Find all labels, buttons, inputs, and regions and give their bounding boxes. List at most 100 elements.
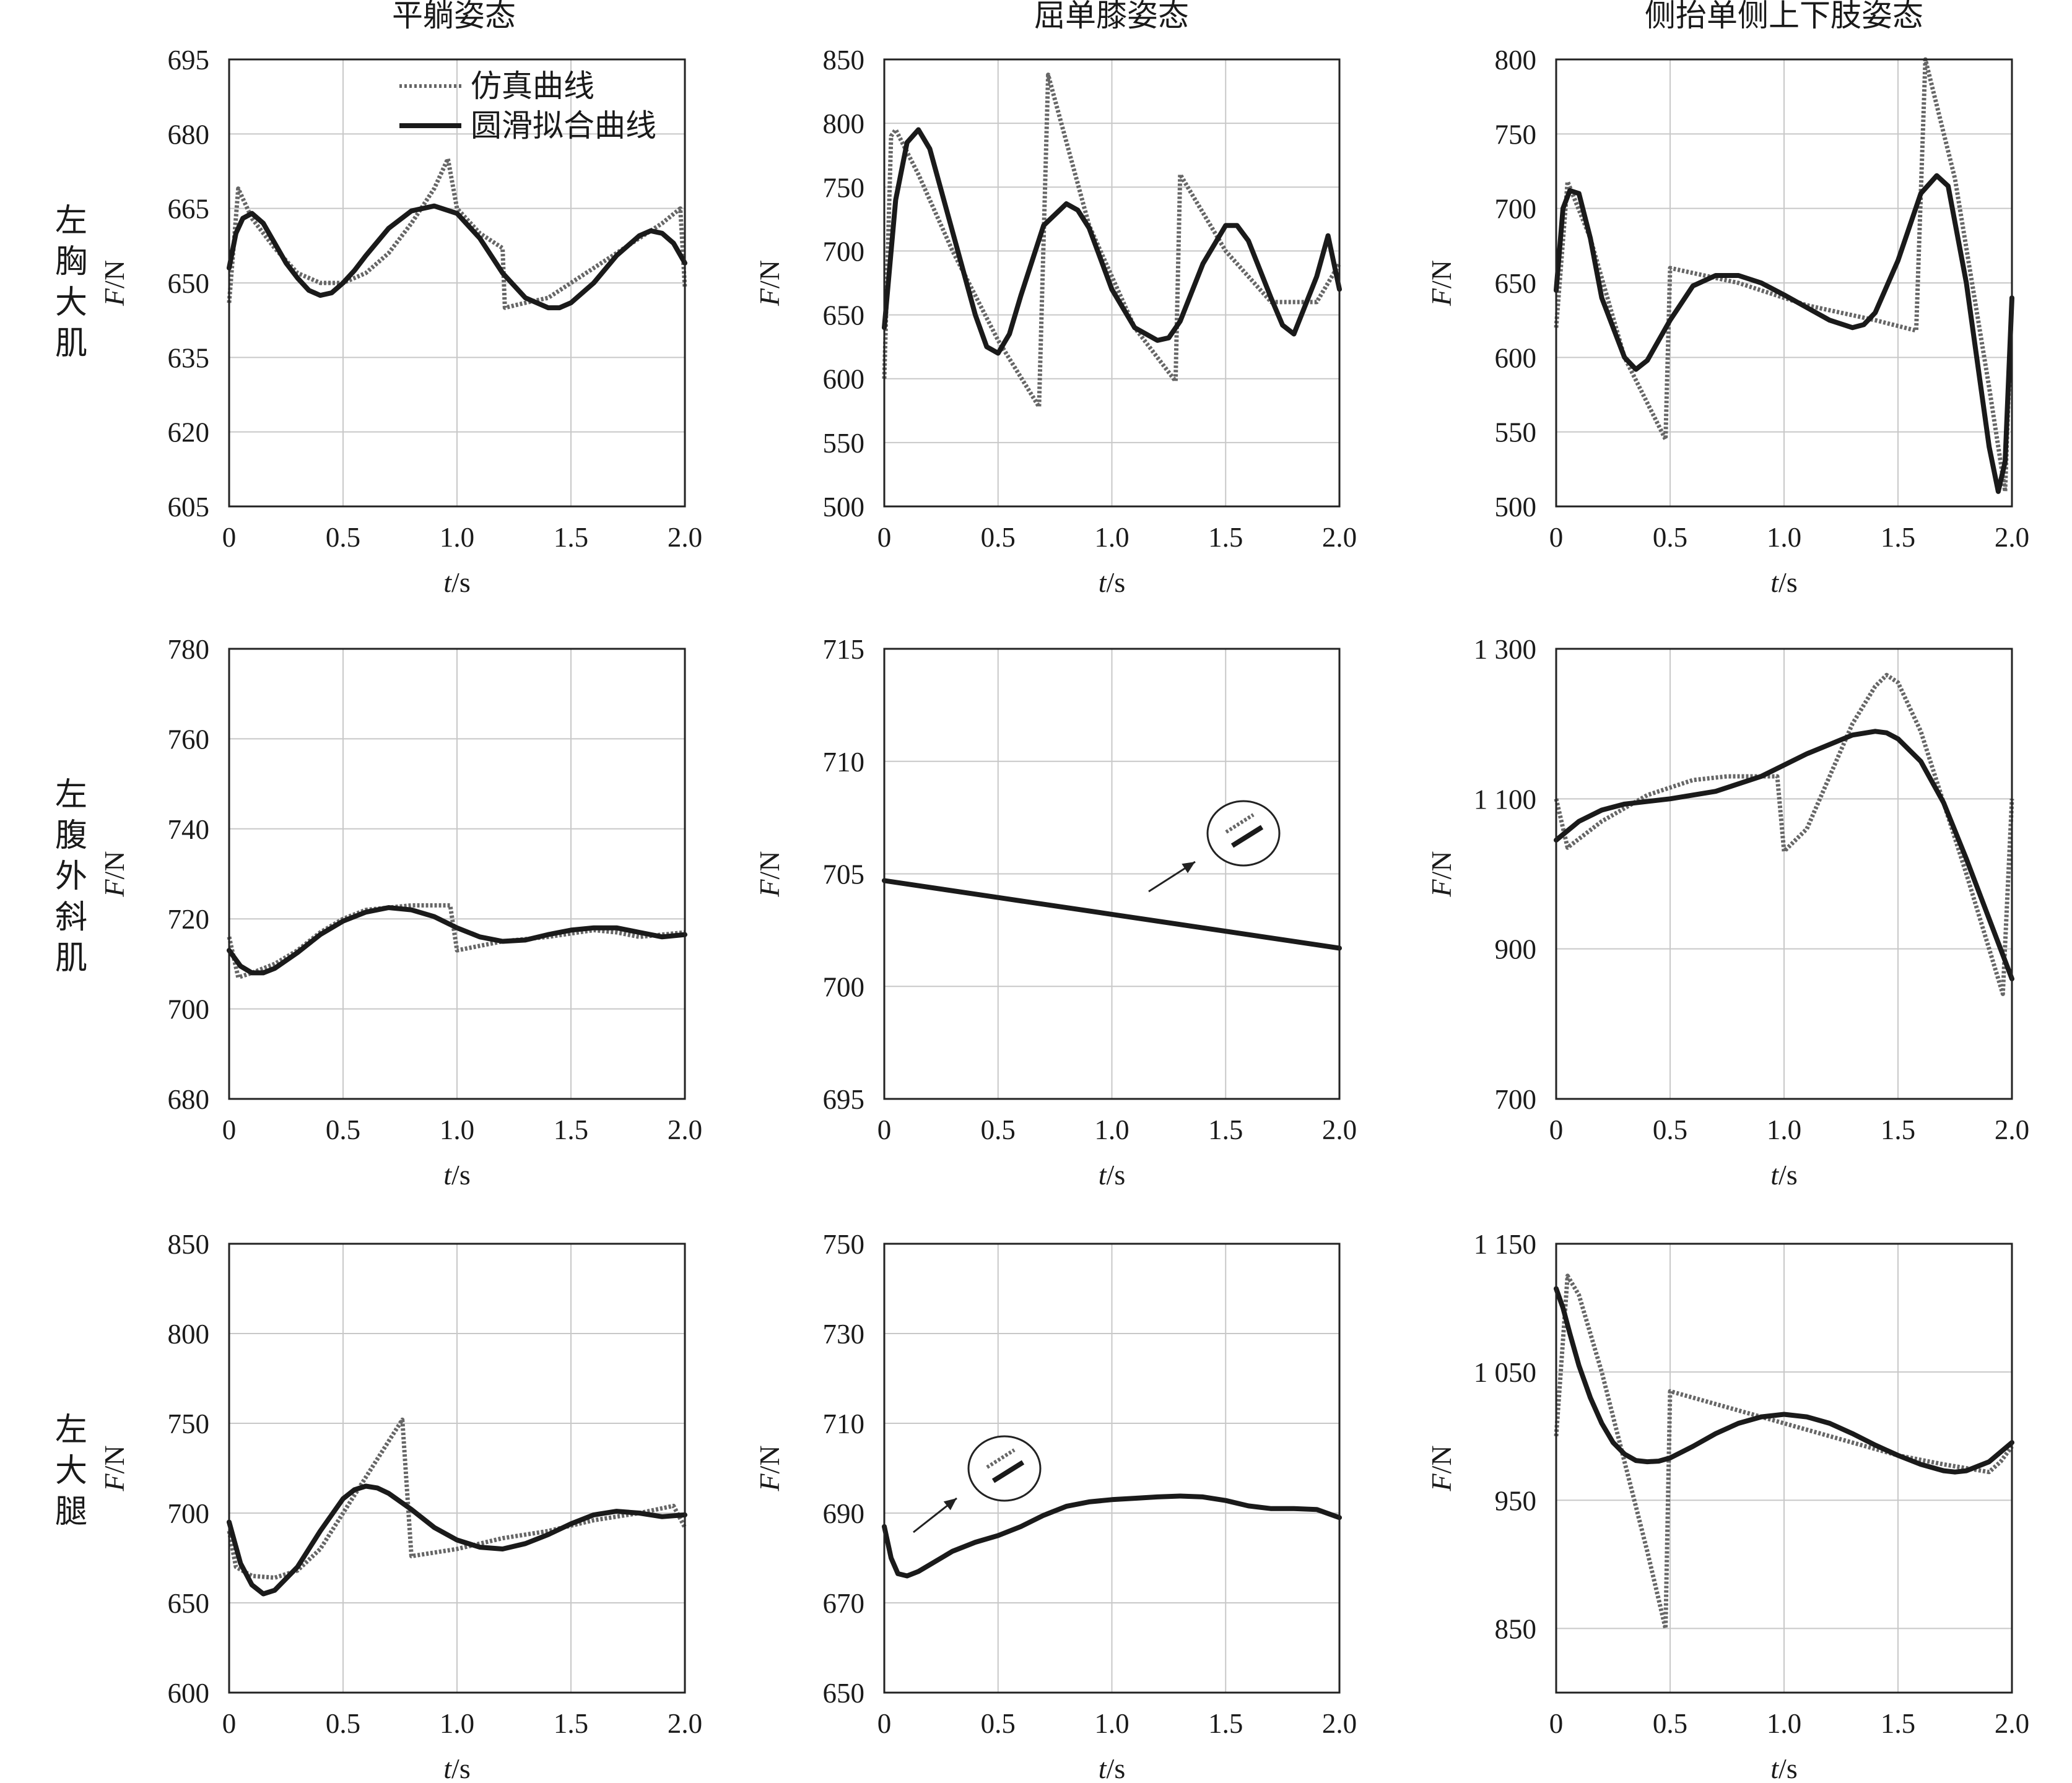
y-tick-label: 680	[168, 1084, 210, 1115]
y-tick-label: 700	[823, 971, 865, 1002]
x-tick-label: 1.5	[1208, 1708, 1243, 1739]
x-tick-label: 1.5	[1208, 1114, 1243, 1145]
series-line-fitted	[227, 905, 687, 976]
x-tick-label: 0	[1549, 1114, 1564, 1145]
row-label-char: 左	[55, 1413, 87, 1448]
series-line-fitted	[882, 878, 1342, 951]
legend: 仿真曲线 圆滑拟合曲线	[399, 69, 656, 143]
y-tick-label: 695	[168, 45, 210, 76]
plot-frame	[883, 58, 1341, 508]
row-label-char: 左	[55, 204, 87, 239]
y-tick-label: 680	[168, 119, 210, 150]
x-axis-title: t/s	[1099, 1753, 1125, 1783]
column-title-side-raise: 侧抬单侧上下肢姿态	[1645, 0, 1923, 33]
series-line-simulated	[1554, 1273, 2014, 1631]
x-axis-title: t/s	[1770, 1159, 1797, 1191]
series-line-fitted	[1554, 173, 2014, 494]
column-title-knee-bend: 屈单膝姿态	[1034, 0, 1189, 33]
x-axis-title: t/s	[443, 1753, 470, 1783]
chart-panel: 0 0.5 1.0 1.5 2.0 700 900 1 100 1 300 t/s F/N	[1426, 634, 2029, 1191]
x-tick-label: 1.0	[1094, 1114, 1129, 1145]
y-tick-label: 705	[823, 859, 865, 890]
x-tick-label: 1.5	[1881, 1114, 1915, 1145]
chart-panel: 0 0.5 1.0 1.5 2.0 695 700 705 710 715 t/s F/N	[754, 634, 1357, 1191]
x-tick-label: 1.5	[1208, 522, 1243, 553]
y-tick-label: 800	[168, 1319, 210, 1350]
column-title-lying: 平躺姿态	[392, 0, 516, 33]
zoom-callout-circle	[967, 1435, 1042, 1502]
y-tick-label: 550	[823, 428, 865, 459]
x-tick-label: 0.5	[326, 1708, 360, 1739]
row-label-char: 胸	[55, 245, 87, 280]
x-tick-label: 1.0	[1767, 522, 1801, 553]
x-tick-label: 2.0	[1322, 522, 1357, 553]
plot-frame	[883, 1243, 1341, 1694]
x-tick-label: 0	[877, 1114, 892, 1145]
x-tick-label: 0.5	[981, 522, 1016, 553]
x-tick-label: 1.5	[554, 1114, 588, 1145]
series-line-fitted	[882, 1493, 1342, 1579]
x-tick-label: 0	[222, 1708, 237, 1739]
x-tick-label: 1.0	[1767, 1114, 1801, 1145]
column-titles: 平躺姿态 屈单膝姿态 侧抬单侧上下肢姿态	[392, 0, 1923, 33]
y-tick-label: 670	[823, 1588, 865, 1619]
y-tick-label: 730	[823, 1319, 865, 1350]
x-tick-label: 1.0	[1094, 522, 1129, 553]
chart-panel: 0 0.5 1.0 1.5 2.0 850 950 1 050 1 150 t/s F/N	[1426, 1229, 2029, 1783]
plot-frame	[228, 648, 686, 1100]
series-line-simulated	[227, 1417, 687, 1580]
y-tick-label: 690	[823, 1498, 865, 1529]
y-tick-label: 600	[1495, 342, 1537, 373]
y-axis-title: F/N	[1426, 851, 1457, 897]
row-label-char: 腹	[55, 818, 87, 854]
y-tick-label: 650	[823, 300, 865, 331]
chart-panel: 0 0.5 1.0 1.5 2.0 600 650 700 750 800 850 t/s F/N	[98, 1229, 702, 1783]
row-label-char: 肌	[55, 326, 87, 362]
row-label-char: 大	[55, 1454, 87, 1489]
x-tick-label: 0	[1549, 522, 1564, 553]
x-axis-title: t/s	[1099, 566, 1125, 598]
x-tick-label: 1.0	[1767, 1708, 1801, 1739]
y-tick-label: 635	[168, 342, 210, 373]
y-tick-label: 740	[168, 814, 210, 845]
x-tick-label: 1.0	[440, 1708, 474, 1739]
plot-frame	[883, 648, 1341, 1100]
zoom-callout-arrowhead	[943, 1498, 957, 1511]
x-tick-label: 1.5	[554, 522, 588, 553]
series-line-fitted	[227, 203, 687, 311]
zoom-callout-simulated-line	[986, 1448, 1016, 1469]
x-tick-label: 1.0	[1094, 1708, 1129, 1739]
y-tick-label: 750	[823, 172, 865, 203]
y-tick-label: 1 100	[1474, 784, 1536, 815]
x-tick-label: 1.5	[1881, 522, 1915, 553]
series-line-fitted	[1554, 1286, 2014, 1475]
x-tick-label: 0.5	[326, 1114, 360, 1145]
legend-fitted-label: 圆滑拟合曲线	[471, 108, 656, 143]
x-tick-label: 1.5	[1881, 1708, 1915, 1739]
plot-frame	[1555, 58, 2013, 508]
y-tick-label: 665	[168, 194, 210, 225]
y-tick-label: 1 150	[1474, 1229, 1536, 1260]
x-axis-title: t/s	[1099, 1159, 1125, 1191]
y-tick-label: 1 050	[1474, 1357, 1536, 1388]
zoom-callout-arrowhead	[1182, 862, 1195, 874]
y-tick-label: 750	[823, 1229, 865, 1260]
row-label-char: 斜	[55, 900, 87, 935]
x-axis-title: t/s	[1770, 1753, 1797, 1783]
x-tick-label: 2.0	[668, 522, 702, 553]
y-tick-label: 800	[823, 108, 865, 139]
y-axis-title: F/N	[98, 851, 130, 897]
y-tick-label: 695	[823, 1084, 865, 1115]
y-tick-label: 550	[1495, 417, 1537, 448]
y-tick-label: 800	[1495, 45, 1537, 76]
y-tick-label: 700	[168, 1498, 210, 1529]
y-tick-label: 620	[168, 417, 210, 448]
y-tick-label: 760	[168, 724, 210, 755]
y-tick-label: 700	[1495, 194, 1537, 225]
plot-frame	[1555, 1243, 2013, 1694]
y-axis-title: F/N	[98, 1445, 130, 1491]
series-line-fitted	[1554, 729, 2014, 982]
y-axis-title: F/N	[754, 1445, 785, 1491]
plot-frame	[228, 58, 686, 508]
